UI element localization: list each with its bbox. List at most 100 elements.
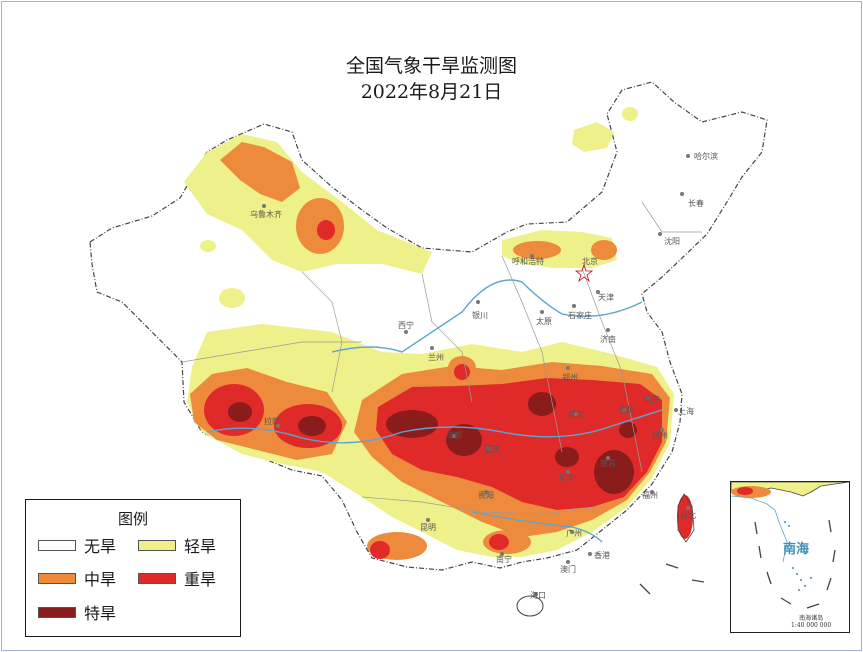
provincial-borders — [181, 201, 702, 515]
svg-text:海口: 海口 — [530, 590, 546, 600]
pearl-river — [471, 511, 603, 543]
south-china-sea-inset: 南海 南海诸岛 1:40 000 000 — [730, 481, 850, 633]
zone-moderate-xinjiang-north — [220, 142, 300, 202]
city-tianjin: 天津 — [596, 290, 614, 302]
legend-label-none: 无旱 — [84, 537, 117, 556]
city-nanjing: 南京 — [644, 394, 660, 404]
legend-title: 图例 — [117, 510, 148, 528]
svg-text:南京: 南京 — [644, 394, 660, 404]
svg-text:南宁: 南宁 — [496, 554, 512, 564]
zone-severe-junggar — [317, 220, 335, 240]
border-5 — [361, 496, 603, 515]
zone-moderate-hebei — [513, 241, 561, 259]
zone-severe-taiwan — [677, 495, 693, 539]
city-yinchuan: 银川 — [472, 300, 488, 320]
svg-text:合肥: 合肥 — [618, 404, 634, 414]
legend-swatch-none — [38, 539, 76, 551]
zone-extreme-tibet-west — [228, 402, 252, 422]
svg-text:呼和浩特: 呼和浩特 — [512, 256, 544, 266]
svg-text:天津: 天津 — [598, 292, 614, 302]
zone-light-inner-mongolia — [622, 107, 638, 121]
city-shijiazhuang: 石家庄 — [568, 304, 592, 320]
zone-extreme-anhui — [619, 422, 637, 438]
city-hefei: 合肥 — [618, 404, 634, 414]
legend-swatch-light — [138, 539, 176, 551]
inset-sea-label: 南海 — [783, 542, 810, 557]
city-wuhan: 武汉 — [568, 409, 584, 419]
legend-swatch-severe — [138, 572, 176, 584]
svg-text:沈阳: 沈阳 — [664, 236, 680, 246]
zone-extreme-sichuan — [386, 410, 438, 438]
zone-light-tarim — [200, 240, 216, 252]
rivers — [206, 279, 663, 543]
svg-text:长沙: 长沙 — [558, 472, 574, 482]
svg-text:福州: 福州 — [642, 491, 658, 500]
border-7 — [181, 341, 362, 363]
city-lanzhou: 兰州 — [428, 346, 444, 362]
city-urumqi: 乌鲁木齐 — [250, 204, 282, 219]
svg-text:贵阳: 贵阳 — [478, 490, 494, 500]
inset-islands — [784, 521, 812, 591]
border-6 — [641, 201, 702, 233]
city-nanning: 南宁 — [496, 552, 512, 564]
svg-text:昆明: 昆明 — [420, 523, 436, 532]
svg-text:南昌: 南昌 — [600, 458, 616, 468]
inset-boundary-dashes — [754, 519, 836, 609]
city-shenyang: 沈阳 — [658, 232, 680, 246]
city-zhengzhou: 郑州 — [562, 366, 578, 382]
zone-extreme-tibet-east — [298, 416, 326, 436]
zone-severe-guangxi — [489, 534, 509, 550]
svg-text:太原: 太原 — [536, 316, 552, 326]
zone-severe-yunnan-south — [370, 541, 390, 559]
map-legend: 图例 无旱 轻旱 中旱 重旱 特旱 — [25, 499, 241, 637]
city-lhasa: 拉萨 — [264, 416, 280, 428]
city-chongqing: 重庆 — [484, 444, 500, 454]
svg-text:重庆: 重庆 — [484, 444, 500, 454]
svg-text:上海: 上海 — [678, 406, 694, 416]
svg-text:北京: 北京 — [582, 256, 598, 266]
city-changsha: 长沙 — [558, 470, 574, 482]
svg-text:杭州: 杭州 — [652, 430, 668, 440]
legend-label-severe: 重旱 — [184, 570, 217, 589]
inset-caption-scale: 1:40 000 000 — [791, 622, 832, 629]
city-xining: 西宁 — [398, 320, 414, 334]
zone-severe-yangtze — [376, 378, 662, 510]
map-titles: 全国气象干旱监测图 2022年8月21日 — [2, 54, 861, 106]
svg-text:兰州: 兰州 — [428, 352, 444, 362]
border-2 — [421, 273, 473, 403]
svg-text:济南: 济南 — [600, 334, 616, 344]
zone-extreme-chongqing — [446, 424, 482, 456]
yangtze-river — [206, 409, 663, 444]
border-1 — [301, 271, 343, 393]
svg-text:郑州: 郑州 — [562, 372, 578, 382]
hainan-island — [516, 595, 544, 617]
legend-label-light: 轻旱 — [184, 537, 217, 556]
map-title: 全国气象干旱监测图 — [345, 55, 517, 77]
svg-text:长春: 长春 — [688, 198, 704, 208]
legend-label-moderate: 中旱 — [84, 570, 117, 589]
legend-item-severe: 重旱 — [138, 566, 216, 590]
city-hong-kong: 香港 — [588, 550, 610, 560]
zone-light-qinghai — [219, 288, 245, 308]
svg-text:拉萨: 拉萨 — [264, 416, 280, 426]
legend-item-extreme: 特旱 — [38, 600, 116, 624]
city-changchun: 长春 — [680, 192, 704, 208]
city-kunming: 昆明 — [420, 518, 436, 532]
city-hangzhou: 杭州 — [652, 428, 668, 440]
zone-extreme-jiangxi — [594, 450, 634, 494]
zone-light-northeast — [572, 122, 614, 152]
map-date: 2022年8月21日 — [360, 81, 503, 103]
zone-moderate-beijing — [591, 240, 617, 260]
city-harbin: 哈尔滨 — [686, 151, 718, 161]
legend-label-extreme: 特旱 — [84, 604, 117, 623]
svg-text:石家庄: 石家庄 — [568, 310, 592, 320]
inset-drought-severe — [737, 487, 753, 495]
zone-severe-shaanxi — [454, 364, 470, 380]
zone-extreme-hubei — [528, 392, 556, 416]
legend-item-light: 轻旱 — [138, 533, 216, 557]
legend-swatch-moderate — [38, 572, 76, 584]
city-beijing: 北京 — [574, 256, 598, 283]
legend-item-moderate: 中旱 — [38, 566, 116, 590]
city-shanghai: 上海 — [674, 406, 694, 416]
